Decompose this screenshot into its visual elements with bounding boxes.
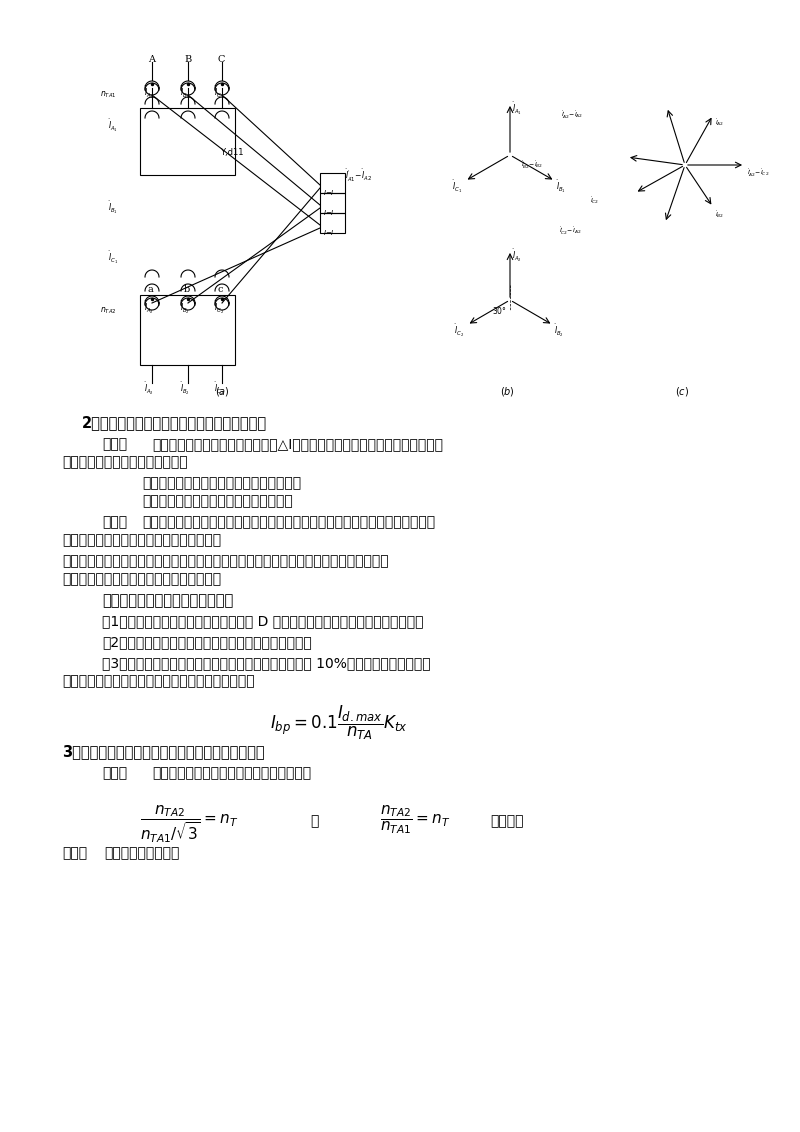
Text: $\dot{I}_{B_2}$: $\dot{I}_{B_2}$ <box>554 323 564 340</box>
Text: $I{-}I$: $I{-}I$ <box>323 228 335 237</box>
Bar <box>140 295 235 365</box>
Text: $\dfrac{n_{TA2}}{n_{TA1}/\sqrt{3}} = n_T$: $\dfrac{n_{TA2}}{n_{TA1}/\sqrt{3}} = n_T… <box>140 804 238 846</box>
Text: $n_{TA2}$: $n_{TA2}$ <box>100 305 117 316</box>
Text: $\dot{I}_{A_2}$: $\dot{I}_{A_2}$ <box>144 381 154 397</box>
Bar <box>320 213 345 233</box>
Bar <box>320 173 345 192</box>
Text: b: b <box>184 285 190 294</box>
Text: （2）选大变比的电流互感器，可以降低短路电流倍数。: （2）选大变比的电流互感器，可以降低短路电流倍数。 <box>102 635 312 649</box>
Text: Y,d11: Y,d11 <box>220 148 243 157</box>
Text: （3）在考虑二次回路的负载时，通常都以电流互感器的 10%误差曲线为依据，进行: （3）在考虑二次回路的负载时，通常都以电流互感器的 10%误差曲线为依据，进行 <box>102 657 430 670</box>
Text: $(a)$: $(a)$ <box>215 385 230 398</box>
Text: $\dot{I}_{A_1}$: $\dot{I}_{A_1}$ <box>144 85 154 102</box>
Text: 思考：: 思考： <box>102 766 127 780</box>
Text: $\dot{I}_{C_2}$: $\dot{I}_{C_2}$ <box>214 300 224 316</box>
Text: $\dot{I}_{B2}$: $\dot{I}_{B2}$ <box>715 211 724 221</box>
Text: 的关系？: 的关系？ <box>490 814 523 827</box>
Text: $\dot{I}_{B_1}$: $\dot{I}_{B_1}$ <box>556 179 566 196</box>
Bar <box>140 108 235 175</box>
Text: 原因：: 原因： <box>62 846 87 860</box>
Text: $\dot{I}_{B_2}$: $\dot{I}_{B_2}$ <box>180 300 190 316</box>
Text: $\dot{I}_{C_1}$: $\dot{I}_{C_1}$ <box>108 250 118 266</box>
Text: $\dot{I}_{A1}^{'}{-}\dot{I}_{A2}$: $\dot{I}_{A1}^{'}{-}\dot{I}_{A2}$ <box>345 168 372 185</box>
Text: $\dot{I}_{A_2}$: $\dot{I}_{A_2}$ <box>512 248 522 265</box>
Text: $\dot{I}_{A2}$: $\dot{I}_{A2}$ <box>715 118 724 129</box>
Text: a: a <box>148 285 154 294</box>
Text: $\dot{I}_{B2}^{'}{-}\dot{I}_{B2}$: $\dot{I}_{B2}^{'}{-}\dot{I}_{B2}$ <box>522 160 544 171</box>
Text: 或: 或 <box>310 814 318 827</box>
Text: $I{-}I$: $I{-}I$ <box>323 188 335 197</box>
Text: 导线截面校验，不平衡电流会更小。最大可能值为：: 导线截面校验，不平衡电流会更小。最大可能值为： <box>62 674 254 688</box>
Text: 为什么当外部故障时，不平衡电流增大？: 为什么当外部故障时，不平衡电流增大？ <box>142 494 293 508</box>
Text: 减少这种不平衡电流影响的措施：: 减少这种不平衡电流影响的措施： <box>102 593 234 608</box>
Text: $\dot{I}_{C2}^{'}{-}\dot{I}_{A2}$: $\dot{I}_{C2}^{'}{-}\dot{I}_{A2}$ <box>559 226 582 237</box>
Text: C: C <box>218 55 226 65</box>
Text: $\dot{I}_{A_1}$: $\dot{I}_{A_1}$ <box>108 118 118 135</box>
Text: $\dot{I}_{C2}$: $\dot{I}_{C2}$ <box>590 196 599 206</box>
Text: 3．由计算变比与实际变比不同而产生的不平衡电流: 3．由计算变比与实际变比不同而产生的不平衡电流 <box>62 744 265 758</box>
Text: $\dot{I}_{B_2}$: $\dot{I}_{B_2}$ <box>180 381 190 397</box>
Text: $(c)$: $(c)$ <box>675 385 689 398</box>
Text: （1）在选择互感器时，应选带有气隙的 D 级铁芯互感器，使之在短路时也不饱和。: （1）在选择互感器时，应选带有气隙的 D 级铁芯互感器，使之在短路时也不饱和。 <box>102 614 423 628</box>
Text: 电流互感器的电流误差和其励磁电流的大小、二次负载的大小及励磁阻抗有关，: 电流互感器的电流误差和其励磁电流的大小、二次负载的大小及励磁阻抗有关， <box>142 515 435 529</box>
Text: $\dot{I}_{B_1}$: $\dot{I}_{B_1}$ <box>180 85 190 102</box>
Text: $n_{TA1}$: $n_{TA1}$ <box>100 91 117 101</box>
Text: $\dot{I}_{A_2}$: $\dot{I}_{A_2}$ <box>144 300 154 316</box>
Text: 很难满足上述关系。: 很难满足上述关系。 <box>104 846 179 860</box>
Text: B: B <box>184 55 191 65</box>
Text: c: c <box>218 285 223 294</box>
Text: 差回路中的电流不为零，为什么？: 差回路中的电流不为零，为什么？ <box>62 455 188 469</box>
Text: 两侧的电流互感器、变压器是不是一定满足: 两侧的电流互感器、变压器是不是一定满足 <box>152 766 311 780</box>
Text: 2．由两侧电流互感器的误差引起的不平衡电流: 2．由两侧电流互感器的误差引起的不平衡电流 <box>82 415 267 430</box>
Text: $I_{bp} = 0.1\dfrac{I_{d.max}}{n_{TA}}K_{tx}$: $I_{bp} = 0.1\dfrac{I_{d.max}}{n_{TA}}K_… <box>270 704 408 743</box>
Text: 为什么在正常运行时，不平衡电流也很小？: 为什么在正常运行时，不平衡电流也很小？ <box>142 475 301 490</box>
Text: $(b)$: $(b)$ <box>500 385 515 398</box>
Bar <box>320 192 345 213</box>
Text: 时都会使电流互感器励磁电流的差值增大。: 时都会使电流互感器励磁电流的差值增大。 <box>62 572 221 586</box>
Text: $\dot{I}_{B_1}$: $\dot{I}_{B_1}$ <box>108 200 118 216</box>
Text: $\dot{I}_{C_2}$: $\dot{I}_{C_2}$ <box>214 381 224 397</box>
Text: $\dot{I}_{C_1}$: $\dot{I}_{C_1}$ <box>214 85 224 102</box>
Text: 变压器两侧电流互感器有电流误差△I，在正常运行及保护范围外部故障时流入: 变压器两侧电流互感器有电流误差△I，在正常运行及保护范围外部故障时流入 <box>152 437 443 451</box>
Text: $\dot{I}_{A_1}$: $\dot{I}_{A_1}$ <box>512 101 522 118</box>
Text: 原因：: 原因： <box>102 515 127 529</box>
Text: $\dot{I}_{C_2}$: $\dot{I}_{C_2}$ <box>454 323 464 340</box>
Text: $30°$: $30°$ <box>492 305 507 316</box>
Text: $I{-}I$: $I{-}I$ <box>323 208 335 217</box>
Text: 当被保护变压器两侧电流互感器型号不同，变比不同，二次负载阻抗及短路电流倍数不同: 当被保护变压器两侧电流互感器型号不同，变比不同，二次负载阻抗及短路电流倍数不同 <box>62 554 389 568</box>
Text: 思考：: 思考： <box>102 437 127 451</box>
Text: $\dot{I}_{A2}^{'}{-}\dot{I}_{A2}$: $\dot{I}_{A2}^{'}{-}\dot{I}_{A2}$ <box>562 110 584 121</box>
Text: $\dfrac{n_{TA2}}{n_{TA1}} = n_T$: $\dfrac{n_{TA2}}{n_{TA1}} = n_T$ <box>380 804 450 837</box>
Text: 而励磁阻抗又与铁芯特性和饱和程度有关。: 而励磁阻抗又与铁芯特性和饱和程度有关。 <box>62 533 221 547</box>
Text: A: A <box>148 55 155 65</box>
Text: $\dot{I}_{C_1}$: $\dot{I}_{C_1}$ <box>452 179 462 196</box>
Text: $\dot{I}_{A2}^{'}{-}\dot{I}_{C2}$: $\dot{I}_{A2}^{'}{-}\dot{I}_{C2}$ <box>747 168 770 179</box>
